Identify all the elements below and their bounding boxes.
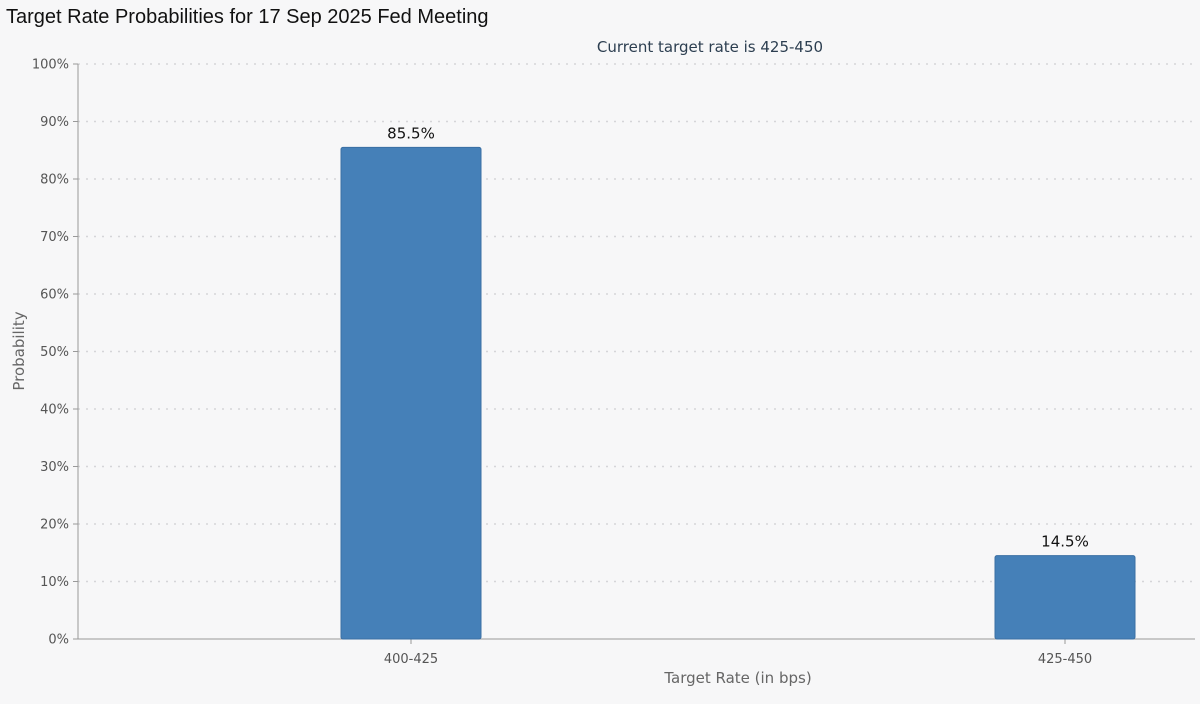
grid-lines bbox=[78, 63, 1195, 583]
bar-400-425 bbox=[340, 146, 482, 640]
data-labels: 85.5% 14.5% bbox=[387, 124, 1089, 550]
y-tick-label: 50% bbox=[40, 345, 69, 360]
data-label: 85.5% bbox=[387, 124, 435, 142]
bars bbox=[340, 146, 1136, 640]
y-tick-label: 80% bbox=[40, 173, 69, 188]
bar-425-450 bbox=[994, 555, 1136, 640]
y-tick-label: 30% bbox=[40, 460, 69, 475]
y-tick-label: 40% bbox=[40, 403, 69, 418]
x-tick-label: 400-425 bbox=[384, 652, 438, 667]
y-tick-label: 0% bbox=[48, 633, 69, 648]
x-axis-label: Target Rate (in bps) bbox=[663, 669, 811, 687]
y-tick-label: 70% bbox=[40, 230, 69, 245]
y-tick-label: 10% bbox=[40, 575, 69, 590]
y-tick-label: 20% bbox=[40, 518, 69, 533]
page-title: Target Rate Probabilities for 17 Sep 202… bbox=[6, 6, 489, 28]
y-axis-label: Probability bbox=[10, 311, 28, 390]
y-tick-label: 90% bbox=[40, 115, 69, 130]
x-tick-label: 425-450 bbox=[1038, 652, 1092, 667]
chart-subtitle: Current target rate is 425-450 bbox=[597, 38, 823, 56]
y-tick-labels: 0% 10% 20% 30% 40% 50% 60% 70% 80% 90% 100% bbox=[32, 58, 69, 648]
x-tick-labels: 400-425 425-450 bbox=[384, 652, 1092, 667]
y-tick-label: 60% bbox=[40, 288, 69, 303]
data-label: 14.5% bbox=[1041, 533, 1089, 551]
y-tick-label: 100% bbox=[32, 58, 69, 73]
